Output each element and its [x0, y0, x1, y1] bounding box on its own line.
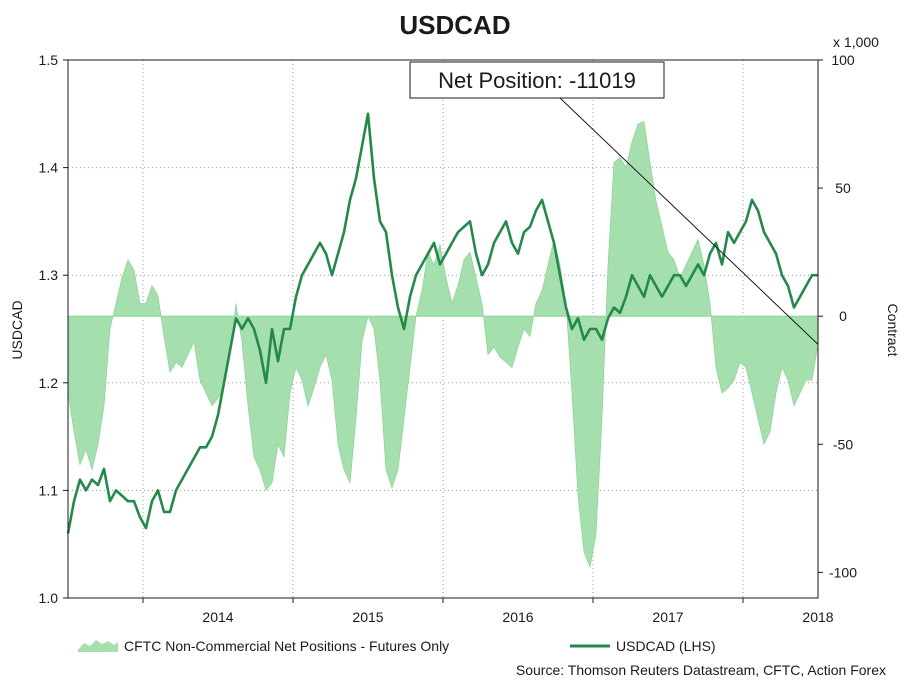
chart-title: USDCAD — [399, 10, 510, 40]
x-tick-label: 2018 — [802, 609, 833, 625]
x-tick-label: 2015 — [352, 609, 383, 625]
net-position-callout: Net Position: -11019 — [409, 61, 819, 345]
x-tick-label: 2016 — [502, 609, 533, 625]
usdcad-line-series — [66, 112, 818, 534]
left-tick-label: 1.4 — [39, 160, 59, 176]
callout-box — [409, 61, 665, 99]
x-tick-label: 2017 — [652, 609, 683, 625]
x-axis-ticks: 2014 2015 2016 2017 2018 — [142, 598, 834, 625]
right-tick-label: 50 — [835, 180, 851, 196]
legend-area-swatch — [78, 640, 118, 652]
left-tick-label: 1.3 — [39, 267, 59, 283]
legend: CFTC Non-Commercial Net Positions - Futu… — [78, 638, 716, 654]
legend-net-positions-label: CFTC Non-Commercial Net Positions - Futu… — [124, 638, 449, 654]
x-tick-label: 2014 — [202, 609, 233, 625]
right-tick-label: -50 — [833, 436, 853, 452]
net-positions-area-series — [67, 121, 819, 569]
right-tick-label: 0 — [839, 308, 847, 324]
source-note: Source: Thomson Reuters Datastream, CFTC… — [516, 662, 886, 678]
right-axis-ticks: -100 -50 0 50 100 — [818, 52, 857, 580]
left-tick-label: 1.1 — [39, 482, 59, 498]
left-axis-label: USDCAD — [9, 300, 25, 359]
usdcad-line — [66, 112, 818, 534]
callout-text: Net Position: -11019 — [438, 68, 636, 93]
left-tick-label: 1.0 — [39, 590, 59, 606]
left-axis-ticks: 1.0 1.1 1.2 1.3 1.4 1.5 — [39, 52, 68, 606]
callout-leader-line — [559, 97, 819, 345]
left-tick-label: 1.2 — [39, 375, 59, 391]
right-tick-label: 100 — [831, 52, 855, 68]
right-tick-label: -100 — [829, 564, 857, 580]
right-axis-unit-note: x 1,000 — [833, 34, 879, 50]
net-positions-area — [67, 121, 819, 569]
legend-usdcad-label: USDCAD (LHS) — [616, 638, 716, 654]
right-axis-label: Contract — [885, 304, 901, 357]
left-tick-label: 1.5 — [39, 52, 59, 68]
